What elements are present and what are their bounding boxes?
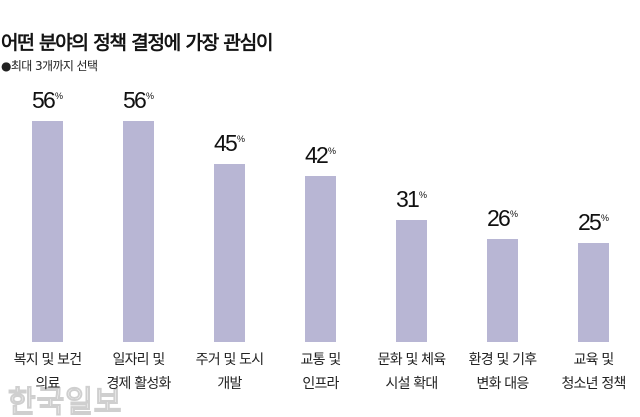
bar <box>123 121 154 342</box>
value-number: 25 <box>578 209 602 235</box>
bar-value-label: 56% <box>8 87 88 114</box>
category-label-line: 교통 및 <box>300 352 342 368</box>
category-label-line: 의료 <box>35 376 60 392</box>
bar <box>396 220 427 342</box>
chart-title: 어떤 분야의 정책 결정에 가장 관심이 <box>1 32 273 54</box>
category-label-line: 문화 및 체육 <box>377 352 447 368</box>
category-label-line: 일자리 및 <box>112 352 166 368</box>
category-label-line: 변화 대응 <box>476 376 530 392</box>
percent-sign: % <box>327 146 336 156</box>
category-label-line: 복지 및 보건 <box>13 352 83 368</box>
publisher-watermark: 한국일보 <box>7 385 123 417</box>
bar-value-label: 25% <box>554 209 634 236</box>
percent-sign: % <box>600 213 609 223</box>
category-label-line: 주거 및 도시 <box>195 352 265 368</box>
bar-value-label: 56% <box>99 87 179 114</box>
percent-sign: % <box>145 91 154 101</box>
bar <box>214 164 245 342</box>
bar <box>487 239 518 342</box>
bar-value-label: 42% <box>281 142 361 169</box>
percent-sign: % <box>509 209 518 219</box>
category-label-line: 시설 확대 <box>385 376 439 392</box>
value-number: 31 <box>396 186 420 212</box>
bar-value-label: 31% <box>372 186 452 213</box>
bar-value-label: 26% <box>463 205 543 232</box>
category-label-line: 개발 <box>217 376 242 392</box>
category-label-line: 청소년 정책 <box>561 376 626 392</box>
value-number: 56 <box>123 87 147 113</box>
value-number: 56 <box>32 87 56 113</box>
category-label-line: 환경 및 기후 <box>468 352 538 368</box>
value-number: 26 <box>487 205 511 231</box>
category-label-line: 경제 활성화 <box>106 376 171 392</box>
percent-sign: % <box>54 91 63 101</box>
bar <box>32 121 63 342</box>
bar <box>578 243 609 342</box>
percent-sign: % <box>418 190 427 200</box>
bar-value-label: 45% <box>190 130 270 157</box>
category-label-line: 인프라 <box>302 376 339 392</box>
bar <box>305 176 336 342</box>
category-label-line: 교육 및 <box>573 352 615 368</box>
percent-sign: % <box>236 134 245 144</box>
value-number: 42 <box>305 142 329 168</box>
value-number: 45 <box>214 130 238 156</box>
chart-subtitle: ●최대 3개까지 선택 <box>1 59 98 73</box>
